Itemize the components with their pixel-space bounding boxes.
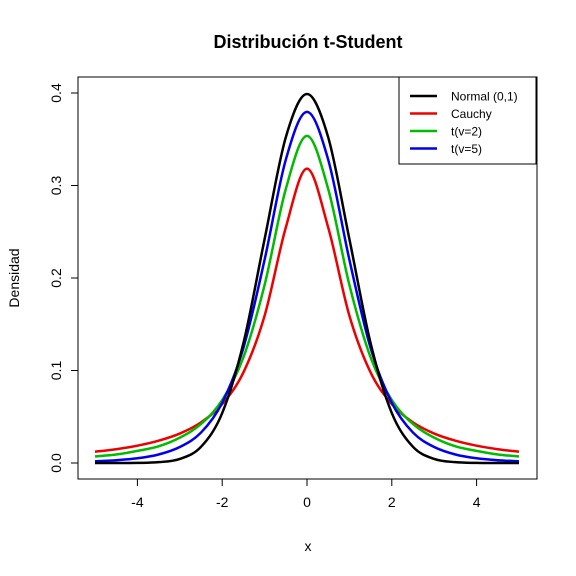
x-tick-label: -4 xyxy=(131,494,144,510)
series-line-t-v-5 xyxy=(94,110,520,463)
y-tick-label: 0.1 xyxy=(48,361,64,381)
series-line-normal-0-1 xyxy=(94,92,520,465)
y-axis-label: Densidad xyxy=(6,248,22,307)
x-tick-label: 0 xyxy=(303,494,311,510)
y-axis: 0.0 0.1 0.2 0.3 0.4 xyxy=(48,83,79,473)
legend-entry: t(v=5) xyxy=(451,142,482,156)
legend: Normal (0,1) Cauchy t(v=2) t(v=5) xyxy=(398,76,537,165)
y-tick-label: 0.3 xyxy=(48,176,64,196)
x-tick-label: 4 xyxy=(473,494,481,510)
series-line-t-v-2 xyxy=(94,134,520,458)
y-tick-label: 0.2 xyxy=(48,268,64,288)
series-line-cauchy xyxy=(94,167,520,453)
x-axis-label: x xyxy=(305,538,312,554)
legend-entry: Normal (0,1) xyxy=(451,90,518,104)
y-tick-label: 0.4 xyxy=(48,83,64,103)
x-tick-label: 2 xyxy=(388,494,396,510)
series-layer xyxy=(94,92,520,465)
x-axis: -4 -2 0 2 4 xyxy=(131,478,481,510)
chart-title: Distribución t-Student xyxy=(214,32,403,52)
y-tick-label: 0.0 xyxy=(48,453,64,473)
x-tick-label: -2 xyxy=(216,494,229,510)
legend-entry: Cauchy xyxy=(451,107,492,121)
legend-entry: t(v=2) xyxy=(451,125,482,139)
